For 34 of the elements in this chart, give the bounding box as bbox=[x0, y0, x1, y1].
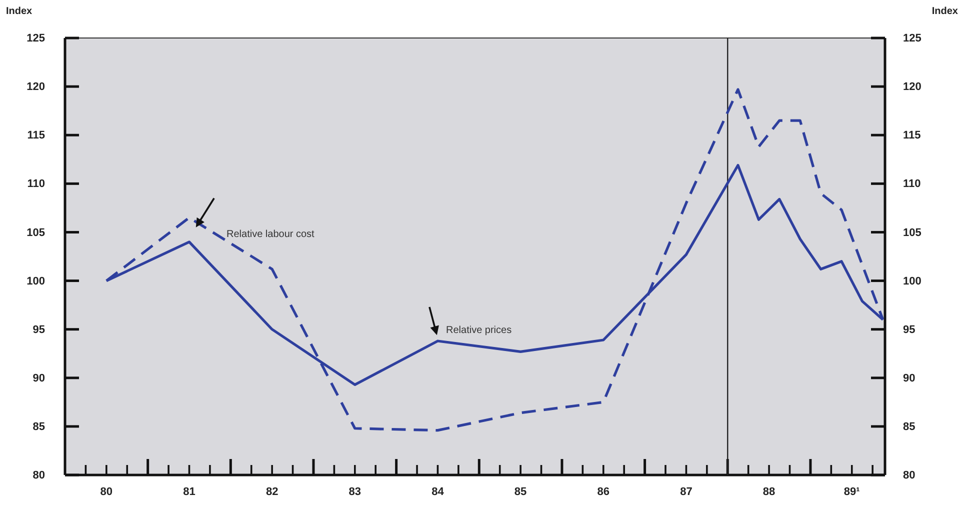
series-label: Relative prices bbox=[446, 325, 512, 336]
y-tick-label: 105 bbox=[26, 226, 45, 239]
x-tick-label: 87 bbox=[680, 486, 692, 498]
y-tick-label: 80 bbox=[32, 470, 45, 482]
y2-axis-title: Index bbox=[932, 6, 958, 17]
x-tick-label: 80 bbox=[100, 486, 113, 498]
y2-tick-label: 110 bbox=[903, 178, 921, 190]
y-tick-label: 85 bbox=[32, 420, 45, 433]
y2-tick-label: 120 bbox=[903, 81, 922, 94]
y-tick-label: 120 bbox=[26, 81, 45, 94]
x-tick-label: 89¹ bbox=[844, 486, 860, 498]
x-tick-label: 83 bbox=[348, 486, 362, 498]
y-tick-label: 110 bbox=[27, 178, 45, 190]
x-tick-label: 86 bbox=[597, 486, 610, 498]
y-tick-label: 125 bbox=[26, 32, 45, 45]
x-tick-label: 88 bbox=[762, 486, 776, 498]
y2-tick-label: 90 bbox=[903, 372, 916, 384]
y-tick-label: 100 bbox=[26, 275, 45, 288]
x-tick-label: 81 bbox=[183, 486, 196, 498]
x-tick-label: 84 bbox=[432, 486, 445, 498]
y-tick-label: 115 bbox=[27, 130, 45, 142]
y2-tick-label: 85 bbox=[903, 420, 916, 433]
y-axis-title: Index bbox=[6, 6, 33, 17]
series-label: Relative labour cost bbox=[226, 229, 315, 240]
y-tick-label: 90 bbox=[32, 372, 45, 384]
y2-tick-label: 100 bbox=[903, 275, 922, 288]
x-tick-label: 85 bbox=[514, 486, 527, 498]
y-tick-label: 95 bbox=[32, 324, 45, 336]
y2-tick-label: 125 bbox=[903, 32, 922, 45]
y2-tick-label: 80 bbox=[903, 470, 916, 482]
y2-tick-label: 105 bbox=[903, 226, 922, 239]
y2-tick-label: 115 bbox=[903, 130, 921, 142]
y2-tick-label: 95 bbox=[903, 324, 916, 336]
x-tick-label: 82 bbox=[266, 486, 278, 498]
